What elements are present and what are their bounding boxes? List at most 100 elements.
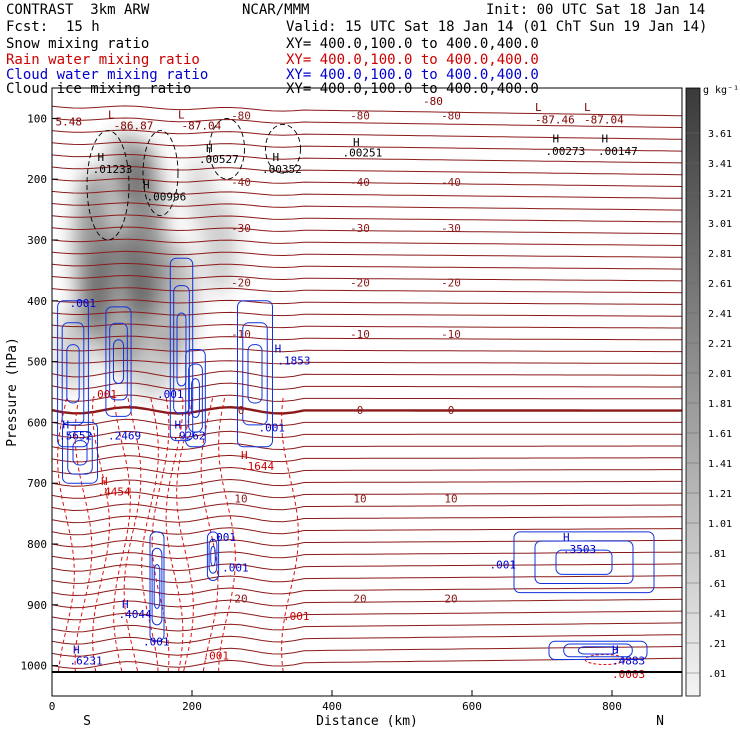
extremum-label-15: .00352 <box>262 163 302 176</box>
isotherm-label-4-1: -10 <box>350 328 370 341</box>
field-xy-cloud-water: XY= 400.0,100.0 to 400.0,400.0 <box>286 67 539 83</box>
isotherm-20 <box>52 347 682 353</box>
cloud-water-contours <box>57 257 655 661</box>
colorbar-label-11: 1.41 <box>708 459 732 470</box>
isotherm-4 <box>52 153 682 164</box>
extremum-label-34: .001 <box>259 422 286 435</box>
org-title: NCAR/MMM <box>242 2 310 18</box>
extremum-label-20: H <box>602 133 609 146</box>
cloud-contour-6-1 <box>208 538 218 574</box>
cloud-contour-2-2 <box>176 312 187 387</box>
x-tick-label-3: 600 <box>462 700 482 713</box>
rain-contour-7 <box>165 398 184 672</box>
isotherm-label-2-2: -30 <box>441 222 461 235</box>
cloud-contour-6-2 <box>210 545 216 567</box>
isotherm-34 <box>52 515 682 524</box>
isotherm-42 <box>52 610 682 621</box>
isotherm-13 <box>52 262 682 270</box>
extremum-label-46: .001 <box>143 636 170 649</box>
isotherm-45 <box>52 646 682 657</box>
extremum-label-13: .00527 <box>199 153 239 166</box>
extremum-label-53: .0003 <box>612 668 645 681</box>
colorbar-label-17: .21 <box>708 639 726 650</box>
isotherm-label-4-2: -10 <box>441 328 461 341</box>
cloud-contour-5-1 <box>151 547 163 626</box>
x-tick-label-0: 0 <box>49 700 56 713</box>
y-tick-label-4: 500 <box>27 356 47 369</box>
plot-frame <box>51 87 683 697</box>
extremum-label-31: .2469 <box>108 429 141 442</box>
isotherm-label-5-1: 0 <box>357 404 364 417</box>
isotherm-label-3-2: -20 <box>441 277 461 290</box>
cloud-contour-9-1 <box>67 431 93 475</box>
field-xy-rain: XY= 400.0,100.0 to 400.0,400.0 <box>286 52 539 68</box>
isotherm-label-6-1: 10 <box>353 492 366 505</box>
extremum-label-29: H <box>63 418 70 431</box>
extremum-label-48: .001 <box>203 650 230 663</box>
isotherm-3 <box>52 141 682 152</box>
colorbar-label-13: 1.01 <box>708 519 732 530</box>
cloud-contour-7-2 <box>555 549 613 575</box>
extremum-label-22: H <box>143 178 150 191</box>
isotherm-16 <box>52 299 682 305</box>
y-tick-label-0: 100 <box>27 112 47 125</box>
snow-shade-4 <box>202 197 238 295</box>
cloud-contour-8-0 <box>548 640 648 661</box>
cloud-contour-3-1 <box>188 363 203 433</box>
rain-contour-11 <box>281 398 299 672</box>
cloud-contour-9-0 <box>62 421 98 484</box>
extremum-label-44: H <box>122 598 129 611</box>
isotherm-label-0-0: -80 <box>231 109 251 122</box>
isotherm-14 <box>52 274 682 282</box>
fcst-label: Fcst: <box>6 19 49 35</box>
isotherm-40 <box>52 587 682 597</box>
extremum-label-10: H <box>98 151 105 164</box>
extremum-label-4: -87.04 <box>182 119 222 132</box>
isotherm-26 <box>52 418 682 427</box>
cloud-contour-1-0 <box>105 306 132 417</box>
cloud-contour-5-2 <box>153 564 161 609</box>
snow-shading <box>59 130 238 399</box>
extremum-label-51: H <box>612 643 619 656</box>
x-tick-label-4: 800 <box>602 700 622 713</box>
isotherm-label-5-2: 0 <box>448 404 455 417</box>
colorbar-label-15: .61 <box>708 579 726 590</box>
isotherm-22 <box>52 370 682 378</box>
isotherm-27 <box>52 430 682 439</box>
isotherm-label-0-1: -80 <box>350 109 370 122</box>
colorbar-label-4: 2.81 <box>708 249 732 260</box>
extremum-label-18: H <box>553 133 560 146</box>
x-tick-label-1: 200 <box>182 700 202 713</box>
extremum-label-6: -87.46 <box>535 113 575 126</box>
field-xy-cloud-ice: XY= 400.0,100.0 to 400.0,400.0 <box>286 81 539 97</box>
snow-shade-8 <box>186 154 212 228</box>
extremum-label-38: .4454 <box>98 485 131 498</box>
colorbar-label-6: 2.41 <box>708 309 732 320</box>
isotherm-label-6-0: 10 <box>234 492 247 505</box>
cloud-contour-9-2 <box>72 440 88 466</box>
extremum-label-1: L <box>108 108 115 121</box>
extrema-labels: 5.48L-86.87L-87.04L-87.46L-87.04-80H.012… <box>56 95 646 681</box>
axes: 0 200 400 600 800100200300400500600700800900… <box>21 112 622 713</box>
field-name-rain: Rain water mixing ratio <box>6 52 200 68</box>
isotherm-24 <box>52 394 682 402</box>
extremum-label-12: H <box>206 142 213 155</box>
cloud-contour-7-1 <box>534 540 634 585</box>
isotherm-29 <box>52 454 682 463</box>
isotherm-11 <box>52 238 682 246</box>
extremum-label-27: .001 <box>91 388 118 401</box>
ice-contour-3 <box>265 124 301 174</box>
isotherm-label-1-0: -40 <box>231 176 251 189</box>
snow-shade-5 <box>108 130 143 204</box>
rain-water-contours <box>57 397 626 672</box>
colorbar-labels: 3.61 3.41 3.21 3.01 2.81 2.61 2.41 2.21 2.01 1.81… <box>686 129 732 680</box>
cloud-contour-7-0 <box>513 531 655 594</box>
extremum-label-37: H <box>101 475 108 488</box>
isotherm-15 <box>52 287 682 294</box>
extremum-label-2: -86.87 <box>114 119 154 132</box>
extremum-label-28: .001 <box>157 388 184 401</box>
isotherm-9 <box>52 214 682 223</box>
rain-contour-1 <box>74 398 93 672</box>
isotherm-label-1-2: -40 <box>441 176 461 189</box>
